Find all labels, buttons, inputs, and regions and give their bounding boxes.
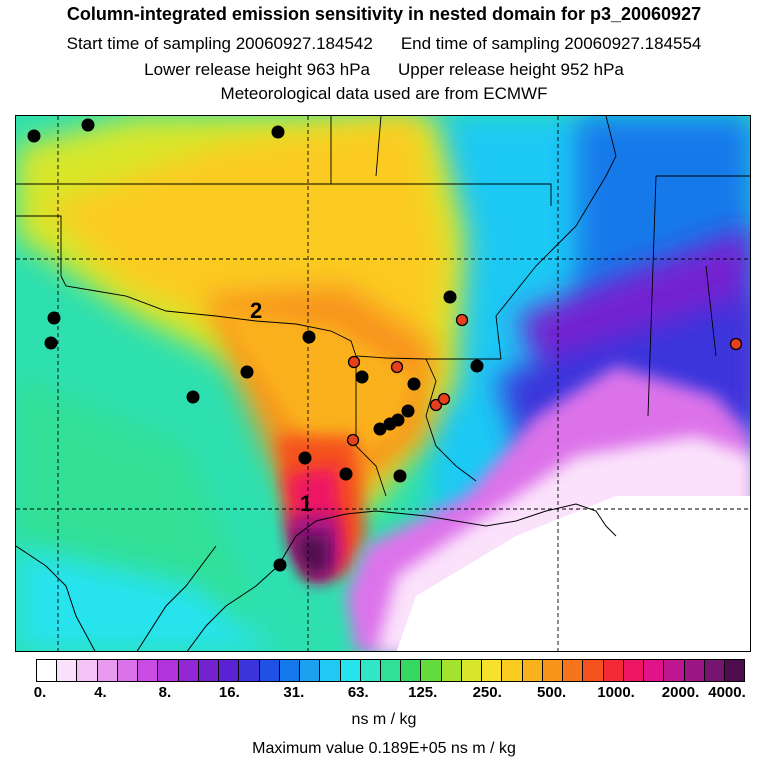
colorbar-cell [178,660,199,681]
colorbar-cell [482,660,503,681]
met-data-label: Meteorological data used are from ECMWF [220,84,548,103]
figure-title: Column-integrated emission sensitivity i… [66,4,702,24]
coastline [16,503,617,651]
colorbar-cell [542,660,564,681]
colorbar-cell [117,660,139,681]
colorbar-tick-label: 4. [94,684,107,701]
upper-release-label: Upper release height 952 hPa [398,60,624,79]
colorbar-cell [198,660,220,681]
colorbar-tick-label: 500. [537,684,567,701]
marker-1-label: 1 [300,491,312,516]
colorbar-cell [664,660,685,681]
colorbar-tick-label: 125. [408,684,438,701]
colorbar-tick-label: 16. [218,684,240,701]
colorbar-cell [138,660,159,681]
colorbar-cell [57,660,78,681]
colorbar-units: ns m / kg [351,711,417,728]
colorbar-cell [219,660,240,681]
colorbar-cell [644,660,665,681]
colorbar-cell [300,660,321,681]
colorbar-cell [684,660,705,681]
sampling-times: Start time of sampling 20060927.184542 En… [0,34,768,54]
colorbar-cell [340,660,361,681]
map-canvas: 1 2 [16,116,750,651]
colorbar [36,659,745,682]
colorbar-tick-label: 31. [283,684,305,701]
colorbar-cell [320,660,341,681]
sensitivity-map: 1 2 [15,115,751,652]
colorbar-cell [502,660,523,681]
stations-red [346,313,743,447]
colorbar-cell [259,660,280,681]
colorbar-cell [563,660,584,681]
colorbar-cell [380,660,402,681]
stations-black [27,118,484,572]
colorbar-cell [37,660,58,681]
colorbar-cell [623,660,645,681]
colorbar-cell [77,660,98,681]
release-heights: Lower release height 963 hPa Upper releas… [0,60,768,80]
colorbar-cell [704,660,725,681]
start-time-label: Start time of sampling 20060927.184542 [66,34,373,53]
colorbar-tick-labels: 0. 4. 8. 16. 31. 63. 125. 250. 500. 1000. 2000. 400… [0,684,768,704]
graticule [16,116,750,651]
colorbar-tick-label: 1000. [597,684,635,701]
colorbar-cell [583,660,604,681]
colorbar-cell [603,660,624,681]
colorbar-cell [279,660,301,681]
colorbar-cell [441,660,462,681]
colorbar-tick-label: 4000. [708,684,746,701]
colorbar-cell [401,660,422,681]
lower-release-label: Lower release height 963 hPa [144,60,370,79]
colorbar-cell [158,660,179,681]
colorbar-cell [724,660,745,681]
political-boundaries [16,116,750,497]
colorbar-cell [360,660,381,681]
marker-2-label: 2 [250,298,262,323]
sensitivity-field [16,116,750,651]
colorbar-tick-label: 0. [33,684,47,701]
colorbar-tick-label: 8. [158,684,172,701]
colorbar-cell [239,660,260,681]
colorbar-tick-label: 2000. [661,684,700,701]
colorbar-cell [421,660,442,681]
colorbar-tick-label: 250. [472,684,502,701]
maximum-value-label: Maximum value 0.189E+05 ns m / kg [252,740,516,757]
colorbar-cell [97,660,118,681]
colorbar-cell [522,660,543,681]
end-time-label: End time of sampling 20060927.184554 [400,34,702,53]
colorbar-cell [461,660,483,681]
colorbar-tick-label: 63. [347,684,369,701]
